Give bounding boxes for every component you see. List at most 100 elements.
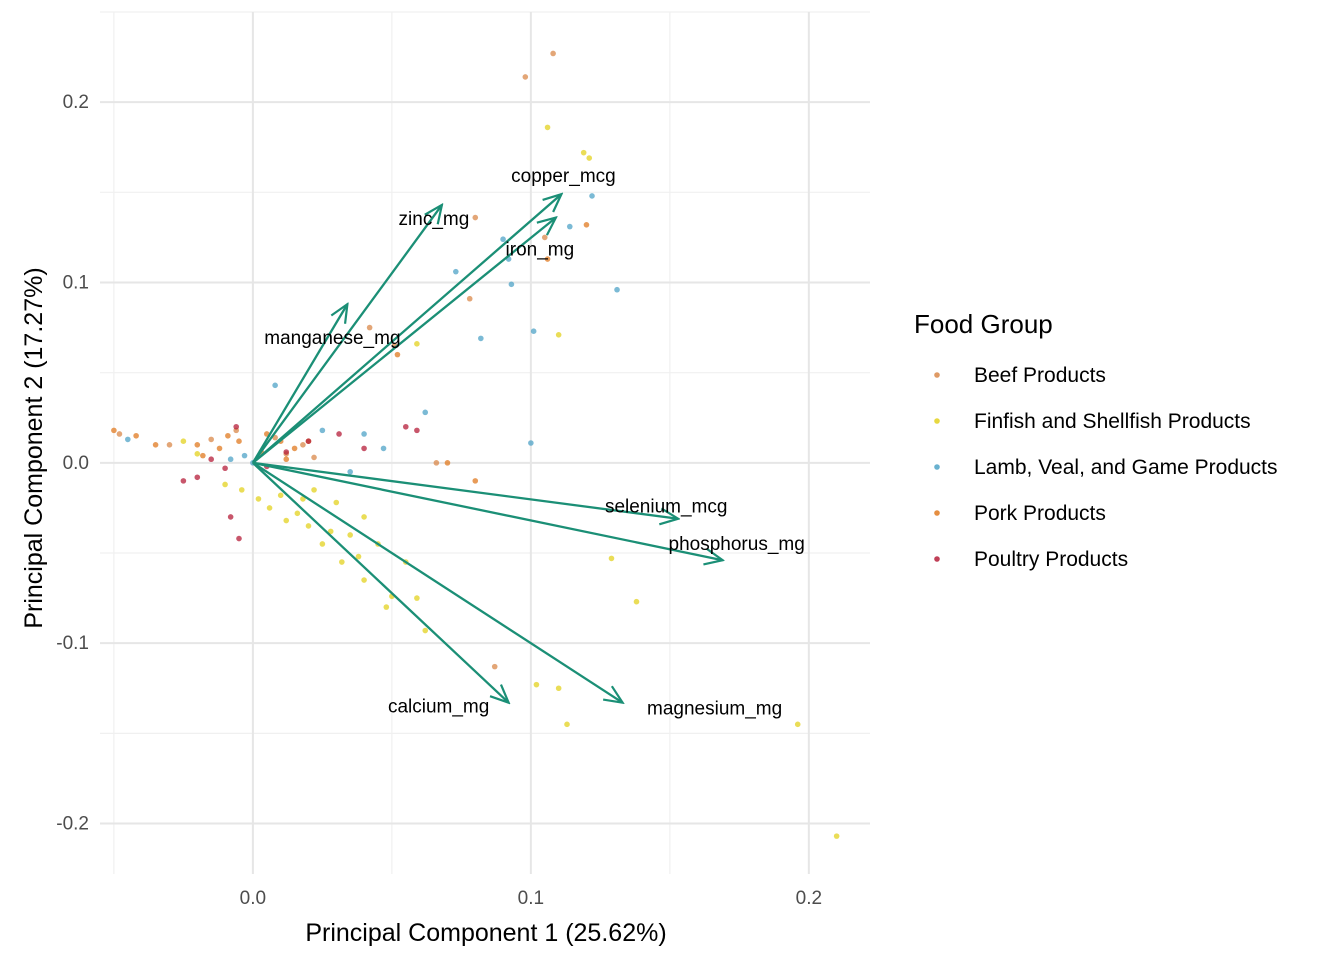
scatter-point: [414, 341, 420, 347]
scatter-point: [255, 496, 262, 502]
scatter-point: [544, 256, 551, 262]
y-axis-title: Principal Component 2 (17.27%): [20, 267, 48, 628]
scatter-point: [522, 74, 529, 80]
scatter-point: [116, 431, 123, 437]
scatter-point: [355, 553, 362, 560]
scatter-point: [227, 514, 234, 520]
scatter-point: [124, 436, 131, 443]
scatter-point: [422, 409, 429, 416]
x-tick-label: 0.1: [518, 888, 544, 909]
scatter-point: [236, 438, 242, 444]
loading-label: zinc_mg: [399, 209, 470, 230]
scatter-point: [222, 481, 228, 488]
legend-label: Poultry Products: [974, 548, 1128, 571]
scatter-point: [347, 469, 353, 475]
scatter-point: [222, 465, 228, 472]
scatter-point: [216, 445, 223, 452]
scatter-point: [414, 595, 420, 601]
scatter-point: [283, 517, 290, 524]
loading-label: phosphorus_mg: [669, 534, 805, 555]
scatter-point: [608, 555, 615, 562]
loading-arrow: [252, 461, 723, 560]
loading-label: iron_mg: [506, 240, 575, 261]
x-axis-title: Principal Component 1 (25.62%): [305, 919, 666, 947]
scatter-point: [444, 460, 451, 466]
loading-arrow: [251, 205, 442, 464]
scatter-point: [402, 423, 409, 430]
scatter-point: [319, 541, 326, 547]
scatter-point: [541, 234, 548, 241]
y-axis-ticks: -0.2 -0.1 0.0 0.1 0.2: [56, 92, 89, 834]
legend-title: Food Group: [914, 309, 1053, 339]
scatter-point: [453, 268, 459, 275]
y-tick-label: 0.2: [63, 92, 89, 113]
scatter-point: [472, 214, 479, 221]
scatter-point: [566, 223, 573, 230]
scatter-point: [336, 431, 342, 437]
scatter-point: [422, 627, 429, 634]
x-axis-ticks: 0.0 0.1 0.2: [240, 888, 822, 909]
scatter-point: [580, 149, 587, 156]
scatter-point: [491, 663, 498, 670]
scatter-point: [339, 559, 345, 565]
legend-key: [934, 372, 940, 378]
scatter-point: [277, 492, 284, 499]
legend-label: Beef Products: [974, 364, 1106, 387]
legend-label: Pork Products: [974, 502, 1106, 525]
scatter-point: [194, 474, 201, 481]
scatter-point: [383, 604, 390, 610]
scatter-point: [133, 432, 139, 439]
loading-label: selenium_mcg: [605, 497, 728, 518]
scatter-point: [180, 438, 187, 444]
scatter-point: [194, 442, 201, 448]
loading-arrow: [252, 461, 623, 703]
scatter-point: [361, 577, 367, 583]
loading-arrow: [252, 461, 678, 519]
legend-key: [934, 464, 940, 470]
scatter-point: [225, 432, 231, 439]
loading-label: calcium_mg: [388, 697, 489, 718]
loading-label: manganese_mg: [264, 328, 400, 349]
scatter-point: [266, 505, 273, 511]
legend-key: [934, 418, 940, 424]
scatter-point: [347, 532, 353, 538]
scatter-point: [361, 431, 367, 437]
scatter-point: [380, 445, 387, 452]
scatter-point: [394, 351, 401, 358]
scatter-point: [152, 442, 159, 448]
loading-arrow: [252, 461, 509, 703]
legend-label: Finfish and Shellfish Products: [974, 410, 1251, 433]
scatter-point: [241, 452, 248, 459]
scatter-point: [472, 478, 479, 484]
major-gridlines: [100, 12, 870, 874]
scatter-point: [555, 331, 562, 338]
scatter-point: [633, 598, 640, 605]
scatter-point: [555, 685, 562, 692]
scatter-point: [166, 442, 173, 448]
scatter-point: [300, 442, 306, 448]
scatter-point: [500, 236, 506, 243]
scatter-point: [180, 478, 187, 484]
legend-key: [934, 556, 940, 562]
scatter-point: [586, 155, 593, 161]
scatter-point: [291, 445, 298, 452]
loading-label: copper_mcg: [511, 166, 616, 187]
loading-arrow: [252, 218, 556, 464]
scatter-point: [208, 436, 214, 443]
scatter-point: [589, 193, 595, 199]
scatter-point: [200, 452, 206, 459]
legend-key: [934, 510, 940, 516]
scatter-point: [544, 124, 551, 131]
scatter-point: [550, 50, 556, 57]
scatter-point: [233, 423, 240, 430]
scatter-point: [614, 286, 620, 293]
scatter-point: [238, 487, 245, 493]
legend: Food Group Beef Products Finfish and Shel…: [914, 309, 1278, 571]
loading-arrow: [252, 194, 562, 464]
scatter-point: [319, 427, 326, 434]
scatter-point: [283, 456, 290, 463]
scatter-point: [327, 528, 334, 535]
y-tick-label: 0.0: [63, 453, 89, 474]
